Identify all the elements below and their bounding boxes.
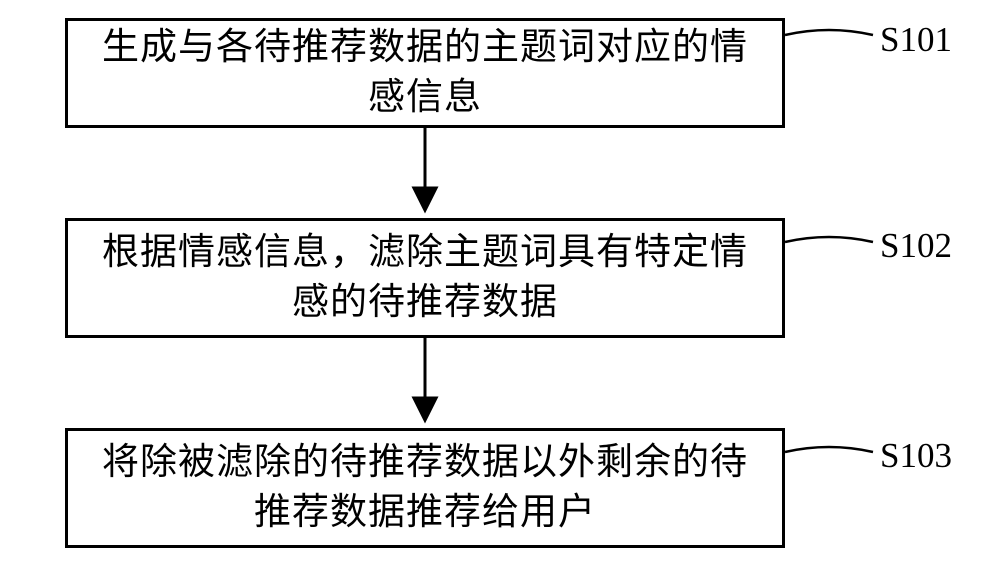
step-label-s103: S103 — [880, 436, 952, 476]
flowchart-node-s103: 将除被滤除的待推荐数据以外剩余的待推荐数据推荐给用户 — [65, 428, 785, 548]
leader-s103 — [785, 447, 873, 452]
leader-s102 — [785, 237, 873, 242]
node-s103-text: 将除被滤除的待推荐数据以外剩余的待推荐数据推荐给用户 — [68, 432, 782, 544]
flowchart-node-s101: 生成与各待推荐数据的主题词对应的情感信息 — [65, 18, 785, 128]
node-s102-text: 根据情感信息，滤除主题词具有特定情感的待推荐数据 — [68, 222, 782, 334]
leader-s101 — [785, 30, 873, 35]
flowchart-node-s102: 根据情感信息，滤除主题词具有特定情感的待推荐数据 — [65, 218, 785, 338]
node-s101-text: 生成与各待推荐数据的主题词对应的情感信息 — [68, 17, 782, 129]
step-label-s102: S102 — [880, 226, 952, 266]
flowchart-canvas: 生成与各待推荐数据的主题词对应的情感信息 S101 根据情感信息，滤除主题词具有… — [0, 0, 1000, 575]
step-label-s101: S101 — [880, 20, 952, 60]
